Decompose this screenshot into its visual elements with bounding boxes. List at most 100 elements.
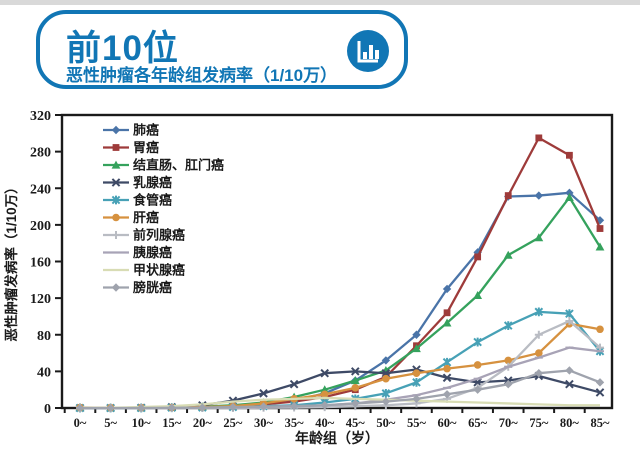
- series-marker: [503, 321, 513, 330]
- series-marker: [167, 403, 176, 412]
- legend-label: 膀胱癌: [132, 280, 172, 295]
- y-tick-label: 320: [30, 109, 51, 124]
- series-marker: [136, 403, 146, 413]
- series-marker: [198, 403, 207, 412]
- x-tick-label: 40~: [315, 416, 335, 430]
- legend-item: 肝癌: [103, 210, 159, 225]
- series-marker: [504, 379, 513, 389]
- series-marker: [534, 330, 543, 339]
- series-marker: [381, 388, 391, 398]
- series-marker: [566, 151, 573, 159]
- x-tick-label: 80~: [560, 416, 580, 430]
- y-tick-label: 200: [30, 219, 51, 234]
- series-marker: [75, 403, 85, 413]
- y-tick-label: 80: [37, 329, 51, 344]
- series-marker: [112, 144, 120, 151]
- legend-label: 结直肠、肛门癌: [133, 158, 224, 173]
- series-marker: [473, 385, 482, 394]
- series-marker: [111, 283, 121, 292]
- plot-frame: 0 40 80 120 160 200 240 280 320 0~ 5~ 10~ 15~ 20~ 25~ 3…: [30, 109, 614, 430]
- legend-item: 胰腺癌: [103, 245, 172, 260]
- series-marker: [381, 356, 391, 365]
- series-marker: [228, 402, 238, 412]
- legend-item: 结直肠、肛门癌: [103, 158, 224, 173]
- series-marker: [595, 388, 605, 397]
- series-marker: [535, 349, 543, 357]
- series-marker: [442, 390, 452, 399]
- legend-label: 前列腺癌: [133, 228, 185, 243]
- series-marker: [596, 225, 604, 232]
- series-marker: [111, 160, 121, 169]
- series-marker: [504, 356, 513, 365]
- series-marker: [351, 384, 360, 392]
- series-marker: [259, 402, 268, 411]
- legend-item: 食管癌: [103, 193, 172, 208]
- legend-label: 乳腺癌: [133, 175, 172, 190]
- legend-item: 前列腺癌: [103, 228, 185, 243]
- legend-item: 胃癌: [103, 140, 159, 155]
- x-tick-label: 30~: [254, 416, 274, 430]
- x-tick-label: 10~: [132, 416, 152, 430]
- top-edge-band: [0, 0, 640, 5]
- x-tick-label: 65~: [468, 416, 488, 430]
- x-tick-label: 15~: [162, 416, 182, 430]
- y-axis-title: 恶性肿瘤发病率（1/10万）: [3, 180, 19, 341]
- series-marker: [595, 378, 605, 387]
- series-marker: [412, 369, 421, 378]
- series-marker: [111, 125, 121, 135]
- y-tick-label: 120: [30, 292, 51, 307]
- legend-label: 肺癌: [133, 123, 159, 138]
- series-line-8: [79, 396, 600, 409]
- series-marker: [534, 369, 544, 378]
- series-marker: [112, 213, 120, 222]
- x-axis-title: 年龄组（岁）: [295, 430, 379, 446]
- x-tick-label: 50~: [376, 416, 396, 430]
- x-tick-label: 75~: [529, 416, 549, 430]
- series-line-9: [80, 369, 601, 410]
- series-line-6: [80, 319, 601, 410]
- x-tick-label: 55~: [407, 416, 427, 430]
- series-marker: [259, 389, 268, 398]
- series-marker: [351, 399, 360, 408]
- x-tick-label: 45~: [346, 416, 366, 430]
- y-tick-label: 40: [37, 365, 51, 380]
- series-marker: [443, 309, 451, 317]
- page-subtitle: 恶性肿瘤各年龄组发病率（1/10万）: [66, 66, 338, 85]
- x-tick-label: 5~: [104, 416, 117, 430]
- series-marker: [320, 390, 329, 399]
- series-marker: [106, 403, 115, 413]
- series-marker: [412, 377, 421, 387]
- series-marker: [381, 368, 391, 378]
- y-tick-label: 160: [30, 256, 51, 271]
- series-marker: [442, 284, 452, 294]
- series-marker: [442, 373, 452, 383]
- y-tick-label: 240: [30, 182, 51, 197]
- y-tick-label: 0: [44, 402, 51, 417]
- x-tick-label: 0~: [74, 416, 87, 430]
- series-marker: [412, 344, 421, 353]
- series-marker: [565, 309, 574, 319]
- series-marker: [412, 330, 421, 339]
- bar-chart-icon: [347, 30, 389, 72]
- page-title: 前10位: [66, 29, 179, 68]
- series-marker: [111, 178, 121, 187]
- legend-label: 胰腺癌: [133, 245, 172, 260]
- series-marker: [504, 192, 512, 199]
- series-marker: [111, 195, 121, 205]
- series-marker: [473, 361, 482, 369]
- series-marker: [289, 401, 299, 411]
- series-marker: [474, 253, 482, 261]
- x-tick-label: 20~: [193, 416, 213, 430]
- y-tick-label: 280: [30, 146, 51, 161]
- series-marker: [443, 364, 451, 373]
- series-marker: [112, 231, 120, 239]
- series-marker: [565, 379, 574, 389]
- series-marker: [535, 134, 543, 142]
- series-marker: [565, 317, 574, 326]
- x-tick-label: 85~: [590, 416, 610, 430]
- series-marker: [289, 379, 299, 389]
- series-marker: [534, 307, 544, 317]
- legend-item: 甲状腺癌: [103, 263, 185, 278]
